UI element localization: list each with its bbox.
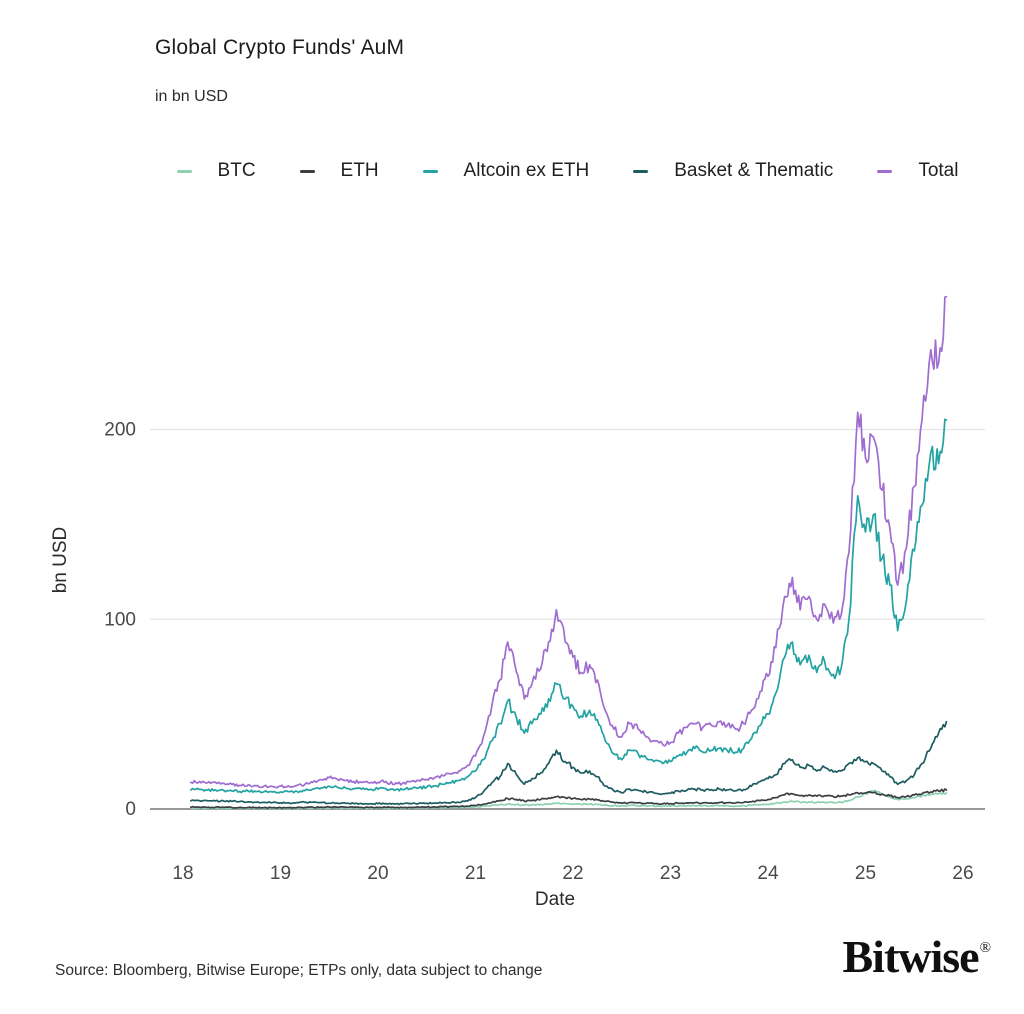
y-axis-label: bn USD <box>50 527 71 594</box>
legend-label: Total <box>918 160 959 181</box>
legend-dash-icon <box>176 169 192 173</box>
legend-label: BTC <box>217 160 256 181</box>
legend-label: Basket & Thematic <box>674 160 834 181</box>
x-tick-label: 23 <box>660 863 681 884</box>
chart-legend: BTC ETH Altcoin ex ETH Basket & Thematic Tot… <box>150 160 985 182</box>
y-tick-label: 200 <box>104 420 136 441</box>
legend-dash-icon <box>299 169 315 173</box>
series-line-altcoin-ex-eth <box>189 418 948 794</box>
x-tick-label: 26 <box>952 863 973 884</box>
x-tick-label: 19 <box>270 863 291 884</box>
legend-item-btc: BTC <box>176 160 256 182</box>
x-tick-label: 18 <box>172 863 193 884</box>
source-note: Source: Bloomberg, Bitwise Europe; ETPs … <box>55 962 543 979</box>
legend-dash-icon <box>422 169 438 173</box>
legend-item-basket-thematic: Basket & Thematic <box>633 160 833 182</box>
bitwise-logo-text: Bitwise <box>842 931 979 982</box>
legend-item-total: Total <box>877 160 958 182</box>
y-tick-label: 0 <box>125 799 136 820</box>
series-line-total <box>189 295 948 789</box>
chart-subtitle: in bn USD <box>155 88 228 105</box>
x-tick-label: 20 <box>367 863 388 884</box>
x-tick-label: 21 <box>465 863 486 884</box>
y-tick-label: 100 <box>104 609 136 630</box>
x-axis-label: Date <box>535 889 575 910</box>
legend-dash-icon <box>633 169 649 173</box>
x-tick-label: 22 <box>562 863 583 884</box>
series-line-btc <box>189 789 948 810</box>
legend-item-eth: ETH <box>299 160 379 182</box>
legend-item-altcoin-ex-eth: Altcoin ex ETH <box>422 160 590 182</box>
legend-label: Altcoin ex ETH <box>463 160 590 181</box>
x-tick-label: 24 <box>757 863 779 884</box>
legend-label: ETH <box>340 160 379 181</box>
series-line-eth <box>189 788 948 810</box>
registered-mark: ® <box>979 940 991 956</box>
legend-dash-icon <box>877 169 893 173</box>
series-line-basket-thematic <box>189 720 948 806</box>
bitwise-logo: Bitwise® <box>842 930 991 983</box>
x-tick-label: 25 <box>855 863 876 884</box>
page-title: Global Crypto Funds' AuM <box>155 36 405 59</box>
